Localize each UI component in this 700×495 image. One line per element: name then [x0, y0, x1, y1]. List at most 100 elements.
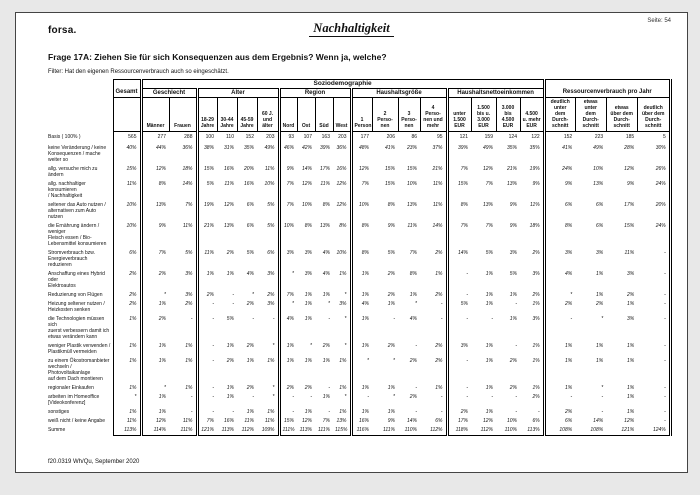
data-cell: 113%	[217, 426, 237, 436]
data-cell: -	[195, 300, 217, 315]
table-row: Anschaffung eines Hybrid oder Elektroaut…	[46, 270, 672, 291]
data-cell: 8%	[322, 202, 330, 208]
data-cell: 35%	[529, 145, 540, 151]
data-cell: 11%	[530, 202, 540, 208]
data-cell: 40%	[112, 144, 141, 165]
data-cell: 16%	[223, 166, 234, 172]
data-cell: -	[637, 249, 672, 270]
data-cell: 1%	[349, 408, 372, 417]
row-label: allg. nachhaltiger konsumieren / Nachhal…	[48, 181, 86, 199]
data-cell: 11%	[432, 202, 443, 208]
data-cell: 2%	[139, 270, 169, 291]
data-cell: 9%	[277, 165, 297, 180]
data-cell: -	[328, 409, 330, 415]
data-cell: 1%	[595, 292, 604, 298]
data-cell: 2%	[226, 358, 234, 364]
data-cell: 10%	[406, 181, 417, 187]
row-label: regionaler Einkaufen	[48, 385, 94, 391]
data-cell: 23%	[406, 145, 417, 151]
data-cell: 1%	[304, 358, 312, 364]
data-cell: 1%	[532, 358, 540, 364]
table-row: zu einem Ökostromanbieter wechseln / Pho…	[46, 357, 672, 384]
row-label: Reduzierung von Flügen	[48, 292, 103, 298]
data-cell: 2%	[322, 343, 330, 349]
row-label-header	[46, 80, 113, 132]
data-cell: 1%	[485, 385, 493, 391]
data-cell: 1%	[435, 385, 443, 391]
data-cell: -	[637, 300, 672, 315]
data-cell: 10%	[301, 202, 312, 208]
column-header: Männer	[139, 97, 169, 132]
data-cell: 2%	[185, 301, 193, 307]
data-cell: -	[272, 316, 275, 322]
data-cell: -	[328, 385, 330, 391]
data-cell: 7%	[277, 291, 297, 300]
data-cell: 11%	[112, 180, 141, 201]
data-cell: 113%	[297, 426, 315, 436]
data-cell: -	[445, 384, 471, 393]
data-cell: *	[272, 385, 275, 391]
data-cell: 1%	[595, 358, 604, 364]
data-cell: 1%	[387, 385, 395, 391]
data-cell: -	[637, 384, 672, 393]
data-cell: 42%	[301, 145, 312, 151]
group-header-3: Region	[277, 88, 351, 98]
data-cell: 12%	[301, 181, 312, 187]
data-cell: 1%	[595, 343, 604, 349]
data-cell: 11%	[182, 223, 193, 229]
data-cell: 11%	[244, 418, 254, 424]
data-cell: 1%	[542, 357, 576, 384]
data-cell: 12%	[301, 418, 312, 424]
data-cell: 1%	[626, 394, 635, 400]
data-cell: 3%	[532, 316, 540, 322]
data-cell: 2%	[246, 343, 254, 349]
basis-cell: 121	[445, 131, 471, 144]
data-cell: -	[637, 291, 672, 300]
group-header-2: Alter	[195, 88, 279, 98]
data-cell: 1%	[532, 343, 540, 349]
data-cell: 15%	[384, 181, 395, 187]
data-cell: 3%	[542, 249, 576, 270]
data-cell: 11%	[432, 181, 443, 187]
data-cell: 11%	[112, 417, 141, 426]
data-cell: -	[195, 384, 217, 393]
data-cell: 2%	[435, 343, 443, 349]
data-cell: 20%	[243, 166, 254, 172]
data-cell: 17%	[624, 202, 635, 208]
column-header: 1.500 bis u. 3.000 EUR	[470, 97, 496, 132]
data-cell: 1%	[349, 342, 372, 357]
data-cell: 1%	[304, 316, 312, 322]
data-cell: 6%	[595, 223, 604, 229]
table-row: regionaler Einkaufen 1% * 1% -1% 2% * 2% 2% -1% 1%…	[46, 384, 672, 393]
data-cell: 11%	[224, 181, 234, 187]
data-cell: 1%	[185, 385, 193, 391]
basis-cell: 152	[542, 131, 576, 144]
data-cell: -	[440, 316, 443, 322]
data-cell: 2%	[267, 292, 275, 298]
row-label: weniger Plastik verwenden / Plastikmüll …	[48, 343, 111, 355]
data-cell: -	[195, 393, 217, 408]
data-cell: -	[415, 409, 417, 415]
basis-cell: 159	[484, 134, 493, 140]
data-cell: 1%	[485, 271, 493, 277]
data-cell: -	[445, 270, 471, 291]
data-cell: *	[272, 394, 275, 400]
data-cell: 7%	[322, 418, 330, 424]
basis-label: Basis ( 100% )	[48, 133, 81, 140]
data-cell: 11%	[320, 181, 330, 187]
data-cell: 9%	[532, 181, 540, 187]
data-cell: -	[195, 357, 217, 384]
basis-cell: 203	[266, 134, 275, 140]
data-cell: 1%	[112, 384, 141, 393]
data-cell: *	[349, 357, 372, 384]
data-cell: 118%	[445, 426, 471, 436]
data-cell: -	[491, 316, 493, 322]
data-cell: 1%	[246, 358, 254, 364]
group-header-4: Haushaltsgröße	[349, 88, 447, 98]
data-cell: 16%	[349, 417, 372, 426]
data-cell: 1%	[339, 409, 347, 415]
data-cell: *	[252, 292, 254, 298]
table-row: Reduzierung von Flügen 2% * 3% 2% - * 2% 7% 1% 1% *…	[46, 291, 672, 300]
data-cell: 9%	[509, 223, 517, 229]
data-cell: 3%	[267, 301, 275, 307]
